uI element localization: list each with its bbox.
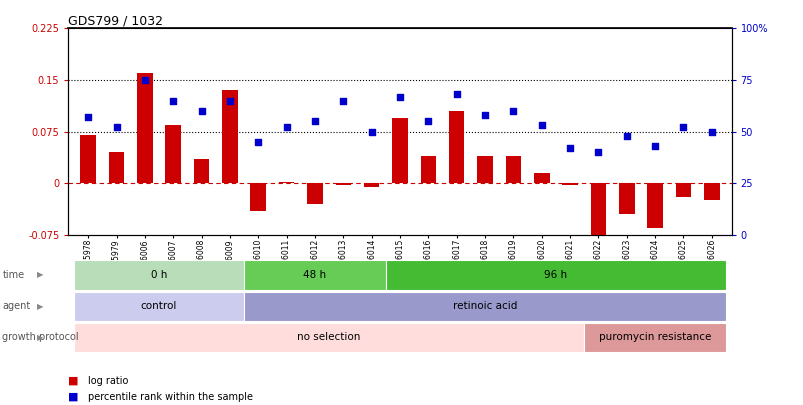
Text: time: time: [2, 270, 25, 280]
Bar: [74, 260, 244, 290]
Point: [251, 139, 264, 145]
Bar: [590, 183, 605, 238]
Point: [620, 132, 633, 139]
Text: percentile rank within the sample: percentile rank within the sample: [88, 392, 253, 402]
Text: puromycin resistance: puromycin resistance: [598, 333, 711, 342]
Bar: [279, 182, 294, 183]
Point: [138, 77, 151, 83]
Bar: [392, 118, 407, 183]
Text: ▶: ▶: [37, 271, 43, 279]
Bar: [251, 183, 266, 211]
Text: control: control: [141, 301, 177, 311]
Bar: [222, 90, 238, 183]
Point: [591, 149, 604, 156]
Point: [195, 108, 208, 114]
Bar: [448, 111, 464, 183]
Bar: [108, 152, 124, 183]
Point: [422, 118, 434, 125]
Text: 48 h: 48 h: [303, 270, 326, 280]
Bar: [584, 323, 725, 352]
Bar: [675, 183, 691, 197]
Point: [279, 124, 292, 131]
Bar: [646, 183, 662, 228]
Bar: [244, 260, 385, 290]
Bar: [533, 173, 548, 183]
Point: [450, 91, 463, 98]
Text: ▶: ▶: [37, 333, 43, 342]
Point: [82, 114, 95, 120]
Point: [308, 118, 321, 125]
Point: [563, 145, 576, 151]
Point: [507, 108, 520, 114]
Bar: [137, 73, 153, 183]
Bar: [505, 156, 520, 183]
Point: [166, 98, 179, 104]
Bar: [364, 183, 379, 187]
Text: log ratio: log ratio: [88, 376, 128, 386]
Text: 96 h: 96 h: [544, 270, 567, 280]
Point: [478, 112, 491, 118]
Text: 0 h: 0 h: [151, 270, 167, 280]
Text: GDS799 / 1032: GDS799 / 1032: [68, 14, 163, 27]
Bar: [420, 156, 435, 183]
Bar: [307, 183, 322, 204]
Point: [535, 122, 548, 129]
Text: ▶: ▶: [37, 302, 43, 311]
Bar: [335, 183, 351, 185]
Bar: [165, 125, 181, 183]
Point: [336, 98, 349, 104]
Bar: [385, 260, 725, 290]
Text: retinoic acid: retinoic acid: [452, 301, 516, 311]
Bar: [194, 159, 209, 183]
Bar: [74, 292, 244, 321]
Bar: [561, 183, 577, 185]
Point: [704, 128, 717, 135]
Point: [648, 143, 661, 149]
Text: growth protocol: growth protocol: [2, 333, 79, 342]
Text: no selection: no selection: [297, 333, 361, 342]
Bar: [477, 156, 492, 183]
Text: agent: agent: [2, 301, 31, 311]
Point: [365, 128, 377, 135]
Point: [223, 98, 236, 104]
Bar: [80, 135, 96, 183]
Bar: [703, 183, 719, 200]
Point: [110, 124, 123, 131]
Text: ■: ■: [68, 392, 79, 402]
Bar: [618, 183, 634, 214]
Point: [676, 124, 689, 131]
Bar: [244, 292, 725, 321]
Text: ■: ■: [68, 376, 79, 386]
Bar: [74, 323, 584, 352]
Point: [393, 93, 406, 100]
